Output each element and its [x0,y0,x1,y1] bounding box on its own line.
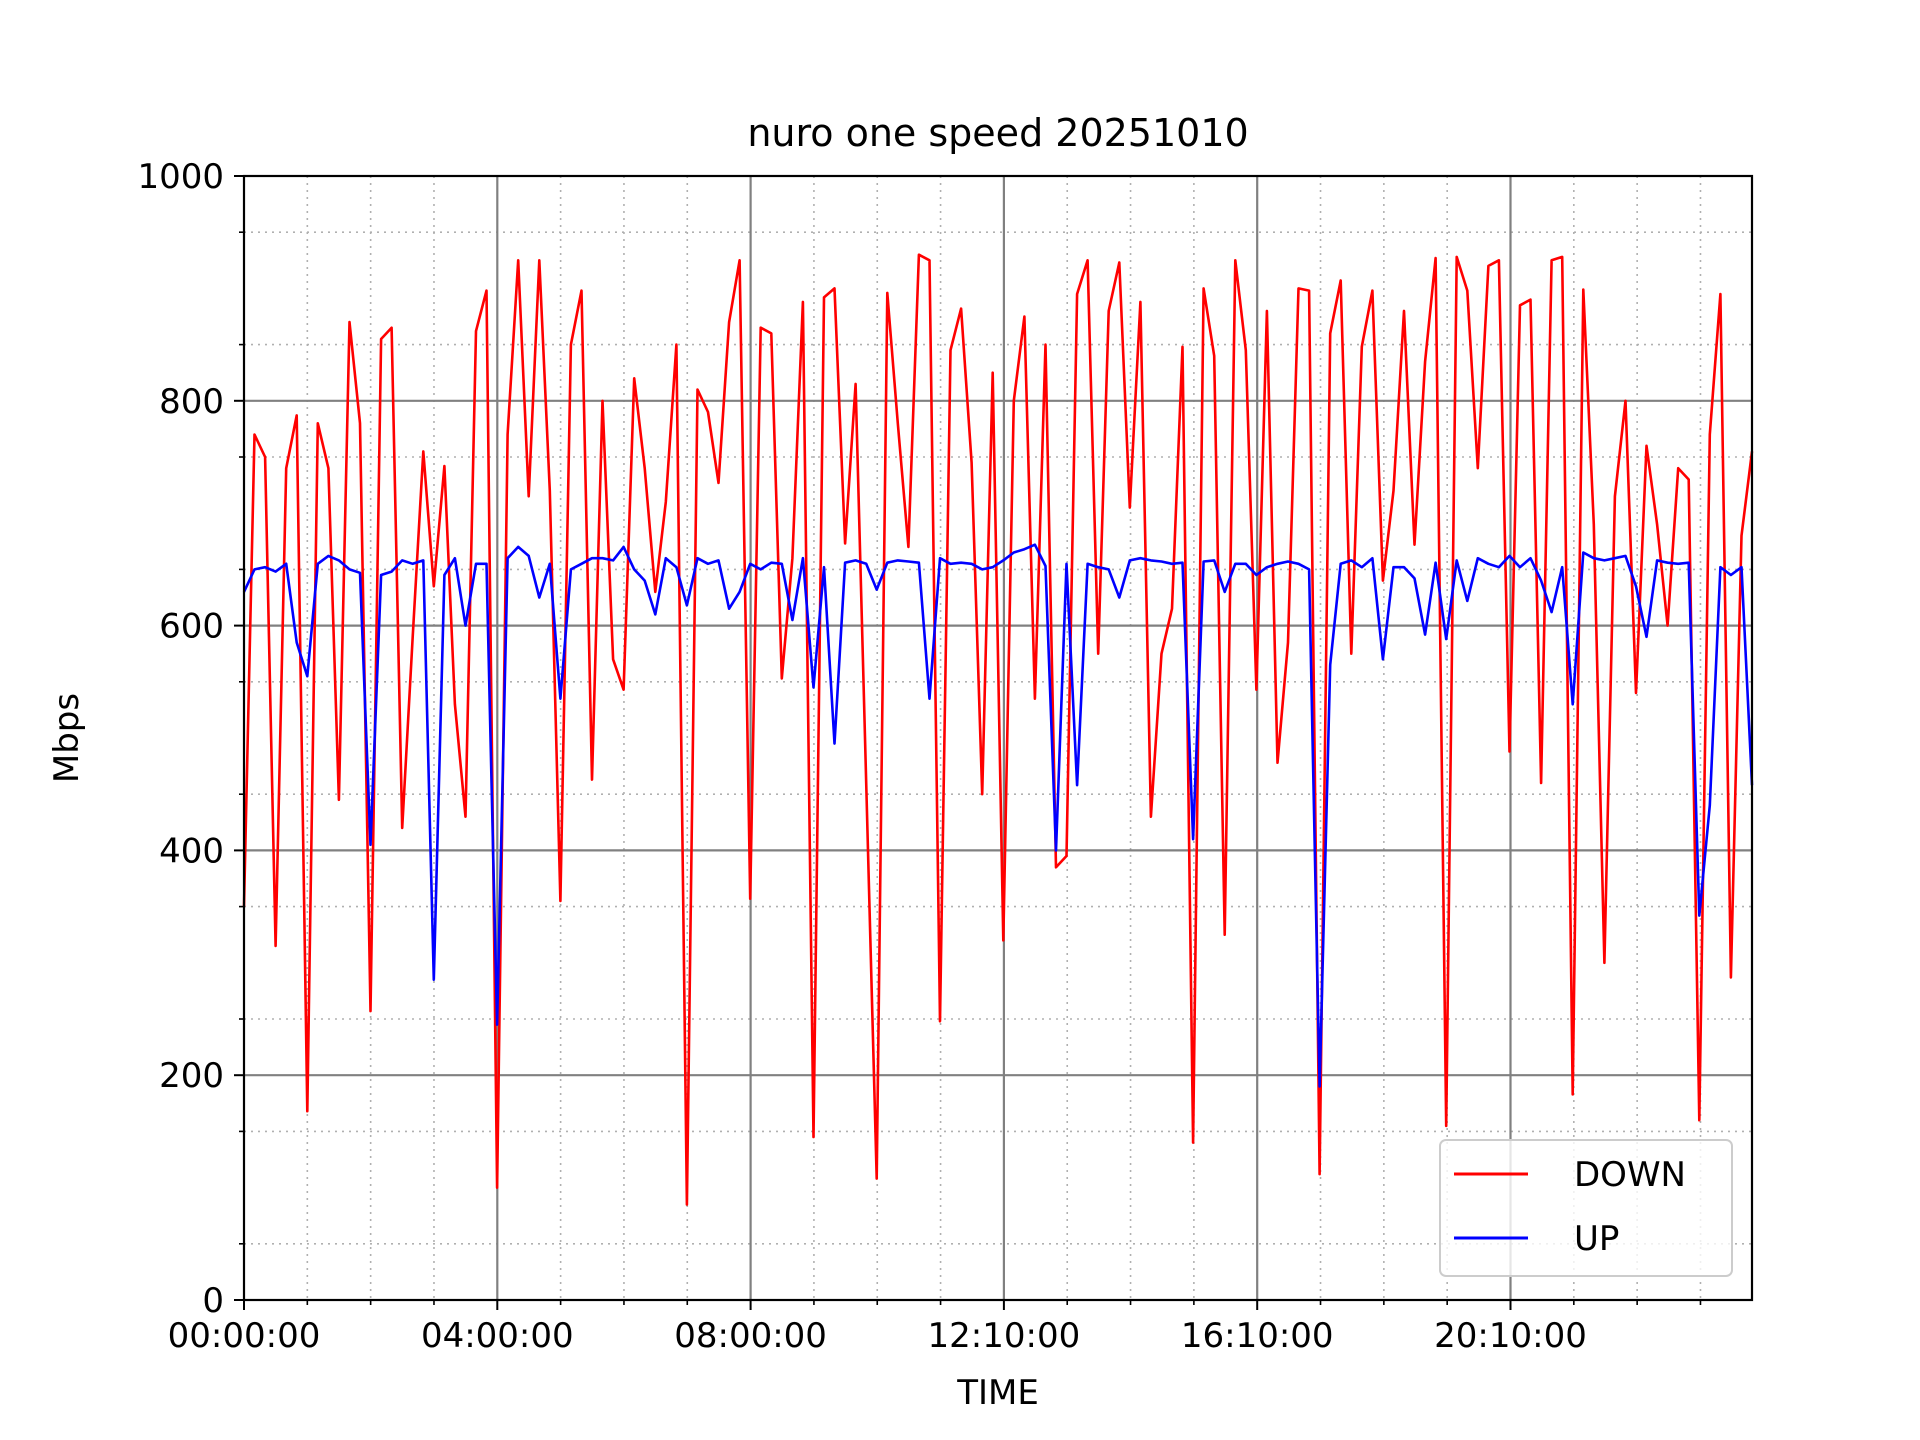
x-tick-label: 16:10:00 [1181,1316,1334,1356]
x-tick-label: 12:10:00 [928,1316,1081,1356]
x-tick-label: 20:10:00 [1434,1316,1587,1356]
series-layer [242,253,1754,1206]
legend: DOWN UP [1439,1139,1733,1277]
legend-label-down: DOWN [1574,1155,1686,1195]
y-axis: 0 200 400 600 800 1000 [137,157,244,1321]
y-tick-label: 600 [159,607,224,647]
chart-title: nuro one speed 20251010 [747,111,1248,155]
y-tick-label: 800 [159,382,224,422]
series-line-up [242,543,1754,1088]
legend-label-up: UP [1574,1219,1619,1259]
x-axis: 00:00:00 04:00:00 08:00:00 12:10:00 16:10:00… [168,1300,1702,1356]
y-axis-label: Mbps [47,693,87,783]
y-tick-label: 1000 [137,157,224,197]
minor-grid [244,176,1752,1300]
x-axis-label: TIME [956,1373,1039,1413]
x-tick-label: 08:00:00 [674,1316,827,1356]
y-tick-label: 400 [159,831,224,871]
y-tick-label: 0 [202,1281,224,1321]
x-tick-label: 00:00:00 [168,1316,321,1356]
series-line-down [242,253,1754,1206]
y-tick-label: 200 [159,1056,224,1096]
plot-frame [242,174,1754,1302]
x-tick-label: 04:00:00 [421,1316,574,1356]
